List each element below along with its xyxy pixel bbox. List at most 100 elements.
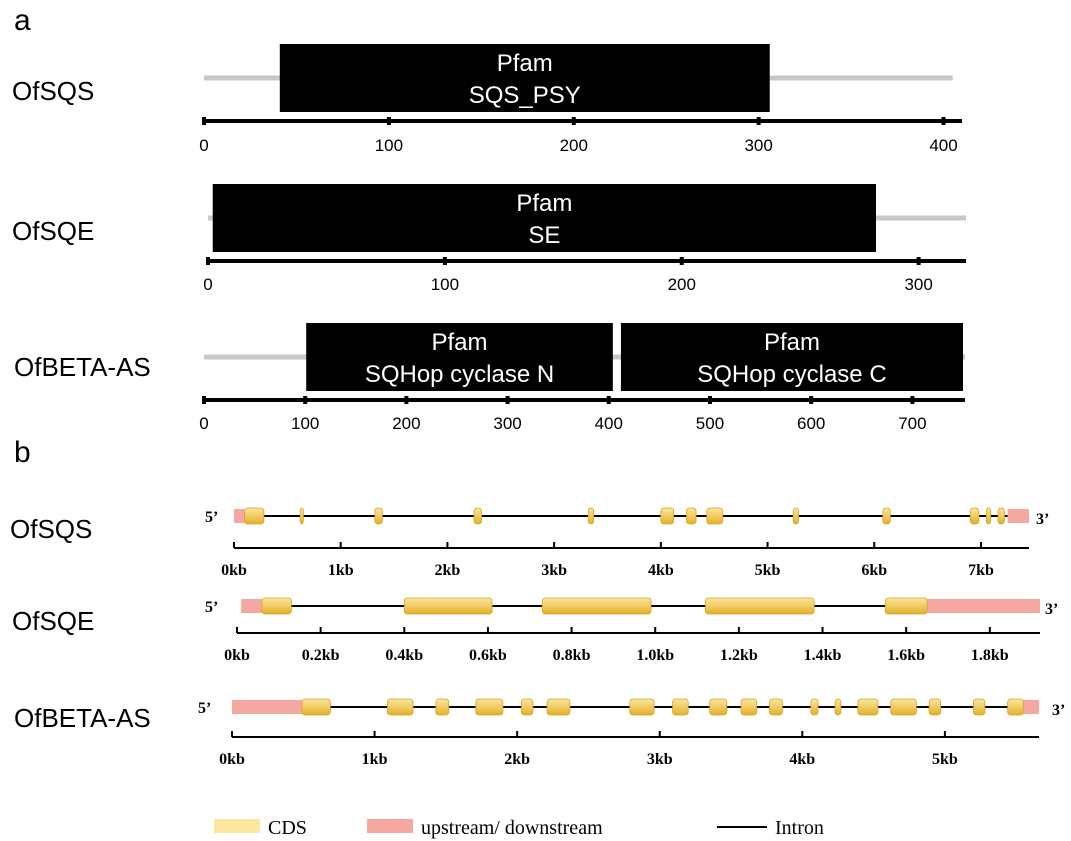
cds-exon bbox=[299, 507, 304, 525]
axis-tick-label: 0.2kb bbox=[302, 647, 340, 664]
domain-name: SQHop cyclase N bbox=[365, 361, 554, 388]
legend: CDS upstream/ downstream Intron bbox=[214, 817, 824, 839]
axis-tick-label: 1.8kb bbox=[971, 647, 1009, 664]
protein-track-ofsqe: OfSQE Pfam SE 0 100 200 300 bbox=[12, 184, 966, 294]
axis-tick-label: 300 bbox=[744, 136, 772, 155]
gene-name: OfSQE bbox=[12, 606, 94, 636]
utr-upstream bbox=[232, 700, 302, 714]
legend-item-utr: upstream/ downstream bbox=[367, 817, 603, 839]
domain-name: SQS_PSY bbox=[469, 82, 581, 109]
domain-source: Pfam bbox=[497, 50, 553, 77]
axis-tick-label: 1kb bbox=[362, 751, 388, 768]
axis-tick-label: 2kb bbox=[435, 562, 461, 579]
cds-exon bbox=[521, 698, 534, 716]
five-prime-label: 5’ bbox=[205, 509, 218, 526]
axis-tick-label: 700 bbox=[898, 414, 926, 433]
axis-tick-label: 7kb bbox=[968, 562, 994, 579]
cds-exon bbox=[541, 597, 652, 615]
cds-exon bbox=[387, 698, 414, 716]
legend-item-intron: Intron bbox=[717, 817, 824, 839]
cds-exon bbox=[740, 698, 758, 716]
cds-exon bbox=[546, 698, 571, 716]
gene-track-ofsqs: OfSQS 5’ 3’ 0kb 1kb 2kb 3kb 4kb 5kb 6kb 7kb bbox=[10, 507, 1049, 579]
axis-tick-label: 3kb bbox=[541, 562, 567, 579]
cds-exon bbox=[587, 507, 595, 525]
axis-tick-label: 0.6kb bbox=[469, 647, 507, 664]
cds-exon bbox=[435, 698, 450, 716]
gene-name: OfSQS bbox=[10, 514, 92, 544]
cds-exon bbox=[769, 698, 783, 716]
protein-name: OfSQS bbox=[12, 76, 94, 106]
protein-track-ofbeta-as: OfBETA-AS Pfam SQHop cyclase N Pfam SQHop cy… bbox=[14, 323, 965, 433]
cds-exon bbox=[792, 507, 799, 525]
cds-exon bbox=[686, 507, 697, 525]
panel-b-gene-structures: OfSQS 5’ 3’ 0kb 1kb 2kb 3kb 4kb 5kb 6kb 7kb OfSQE 5’… bbox=[10, 507, 1065, 768]
protein-track-ofsqs: OfSQS Pfam SQS_PSY 0 100 200 300 400 bbox=[12, 44, 962, 155]
cds-exon bbox=[884, 597, 928, 615]
axis-tick-label: 0.4kb bbox=[385, 647, 423, 664]
cds-exon bbox=[473, 507, 482, 525]
panel-a-label: a bbox=[14, 4, 31, 37]
axis-tick-label: 100 bbox=[291, 414, 319, 433]
utr-upstream bbox=[234, 509, 245, 523]
axis-tick-label: 600 bbox=[797, 414, 825, 433]
axis-tick-label: 1kb bbox=[328, 562, 354, 579]
cds-exon bbox=[629, 698, 655, 716]
axis-tick-label: 200 bbox=[560, 136, 588, 155]
cds-exon bbox=[928, 698, 942, 716]
cds-exon bbox=[882, 507, 891, 525]
cds-exon bbox=[857, 698, 879, 716]
domain-source: Pfam bbox=[432, 329, 488, 356]
panel-b-label: b bbox=[14, 436, 31, 469]
domain-box-0 bbox=[306, 323, 613, 391]
utr-downstream bbox=[1023, 700, 1039, 714]
legend-swatch-cds bbox=[214, 819, 260, 833]
gene-track-ofbeta-as: OfBETA-AS 5’ 3’ 0kb 1kb 2kb 3kb 4kb 5kb bbox=[14, 698, 1065, 768]
legend-swatch-utr bbox=[367, 819, 413, 833]
axis-tick-label: 200 bbox=[392, 414, 420, 433]
utr-upstream bbox=[241, 599, 263, 613]
cds-exon bbox=[475, 698, 504, 716]
axis-tick-label: 1.2kb bbox=[720, 647, 758, 664]
axis-tick-label: 0kb bbox=[224, 647, 250, 664]
axis-tick-label: 0kb bbox=[221, 562, 247, 579]
axis-tick-label: 0 bbox=[199, 136, 208, 155]
cds-exon bbox=[985, 507, 991, 525]
gene-name: OfBETA-AS bbox=[14, 703, 151, 733]
axis-tick-label: 0.8kb bbox=[553, 647, 591, 664]
three-prime-label: 3’ bbox=[1052, 702, 1065, 719]
domain-source: Pfam bbox=[516, 190, 572, 217]
cds-exon bbox=[709, 698, 728, 716]
domain-name: SE bbox=[528, 222, 560, 249]
utr-downstream bbox=[1007, 509, 1029, 523]
axis-tick-label: 5kb bbox=[755, 562, 781, 579]
panel-a-protein-domains: OfSQS Pfam SQS_PSY 0 100 200 300 400 OfSQE Pfam SE… bbox=[12, 44, 966, 433]
axis-tick-label: 400 bbox=[929, 136, 957, 155]
axis-tick-label: 300 bbox=[904, 275, 932, 294]
three-prime-label: 3’ bbox=[1036, 511, 1049, 528]
axis-tick-label: 5kb bbox=[932, 751, 958, 768]
axis-tick-label: 2kb bbox=[504, 751, 530, 768]
domain-box-0 bbox=[212, 184, 876, 252]
cds-exon bbox=[672, 698, 689, 716]
axis-tick-label: 1.4kb bbox=[804, 647, 842, 664]
domain-name: SQHop cyclase C bbox=[697, 361, 886, 388]
five-prime-label: 5’ bbox=[205, 599, 218, 616]
protein-name: OfBETA-AS bbox=[14, 352, 151, 382]
utr-downstream bbox=[927, 599, 1040, 613]
axis-tick-label: 4kb bbox=[789, 751, 815, 768]
cds-exon bbox=[660, 507, 675, 525]
cds-exon bbox=[705, 597, 815, 615]
domain-box-0 bbox=[279, 44, 770, 112]
axis-tick-label: 1.0kb bbox=[636, 647, 674, 664]
legend-label: CDS bbox=[268, 817, 307, 839]
gene-track-ofsqe: OfSQE 5’ 3’ 0kb 0.2kb 0.4kb 0.6kb 0.8kb 1.0kb 1.2… bbox=[12, 597, 1058, 664]
cds-exon bbox=[244, 507, 265, 525]
cds-exon bbox=[973, 698, 986, 716]
cds-exon bbox=[997, 507, 1005, 525]
axis-tick-label: 0 bbox=[203, 275, 212, 294]
cds-exon bbox=[834, 698, 842, 716]
axis-tick-label: 4kb bbox=[648, 562, 674, 579]
cds-exon bbox=[403, 597, 493, 615]
